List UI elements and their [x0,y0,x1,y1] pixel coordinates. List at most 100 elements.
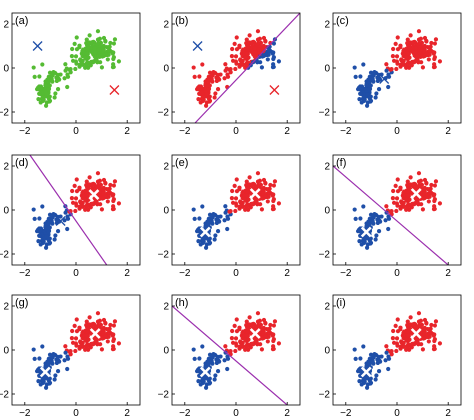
data-point [359,382,364,387]
data-point [35,367,41,372]
data-point [410,40,416,45]
data-point [395,329,401,334]
data-point [255,29,261,34]
data-point [52,237,57,242]
data-point [91,342,96,347]
panel-7: −2 0 2 2 0 −2 (g) [0,294,141,419]
data-point [207,70,213,75]
data-point [386,84,391,90]
data-point [222,358,227,363]
data-point [389,67,394,72]
data-point [391,328,396,334]
data-point [244,319,249,324]
data-point [209,219,214,224]
data-point [38,382,43,387]
data-point [94,58,99,63]
data-point [271,55,276,60]
data-point [74,177,79,182]
data-point [384,62,389,67]
data-point [357,239,362,244]
data-point [243,55,248,60]
data-point [258,202,263,207]
data-point [229,196,235,201]
x-tick-label: 0 [73,268,79,279]
data-point [99,207,105,212]
data-point [390,54,396,59]
data-point [203,83,209,88]
data-point [361,204,366,209]
data-point [410,49,415,54]
data-point [72,183,77,188]
x-tick-label: −2 [340,408,352,419]
panel-8: −2 0 2 2 0 −2 (h) [158,294,301,419]
data-point [265,199,270,204]
y-tick-label: −2 [0,390,9,401]
data-point [53,373,58,378]
y-tick-label: −2 [319,250,331,261]
data-point [413,196,419,201]
data-point [384,344,389,349]
data-point [356,85,362,90]
data-point [266,331,271,336]
data-point [83,197,88,202]
data-point [395,177,400,182]
data-point [377,76,382,81]
data-point [256,40,261,46]
data-point [365,92,370,97]
data-point [86,326,91,331]
data-point [103,180,108,185]
panel-label: (d) [15,157,28,169]
data-point [358,74,363,79]
data-point [84,333,90,338]
data-point [266,194,271,199]
data-point [393,323,398,328]
panel-label: (e) [175,157,188,169]
data-point [62,76,67,81]
data-point [101,331,106,336]
data-point [427,331,432,336]
data-point [412,60,417,65]
data-point [111,332,116,337]
data-point [234,343,239,348]
data-point [233,208,238,214]
data-point [63,350,68,355]
x-tick-label: 0 [233,126,239,137]
data-point [68,67,73,72]
data-point [207,212,213,217]
centroid-marker [269,85,280,95]
data-point [393,41,398,46]
data-point [216,218,221,223]
data-point [77,185,82,190]
data-point [49,359,54,364]
data-point [111,183,117,188]
data-point [233,196,239,201]
data-point [372,70,377,75]
data-point [246,44,251,49]
data-point [419,202,424,207]
data-point [63,210,68,215]
data-point [83,347,88,352]
data-point [87,33,92,38]
y-tick-label: −2 [158,250,170,261]
data-point [372,212,377,217]
points [31,171,122,250]
data-point [55,72,60,77]
y-tick-label: 0 [324,64,330,75]
data-point [49,219,54,224]
data-point [73,348,78,354]
data-point [197,373,202,378]
data-point [265,339,270,344]
data-point [364,245,370,250]
data-point [223,204,228,209]
data-point [247,315,252,320]
data-point [233,348,238,354]
data-point [97,44,102,49]
data-point [395,343,400,348]
data-point [266,49,271,54]
x-tick-label: 2 [284,126,290,137]
data-point [400,344,406,349]
y-tick-label: 0 [163,64,169,75]
data-point [207,98,213,103]
data-point [43,385,49,390]
